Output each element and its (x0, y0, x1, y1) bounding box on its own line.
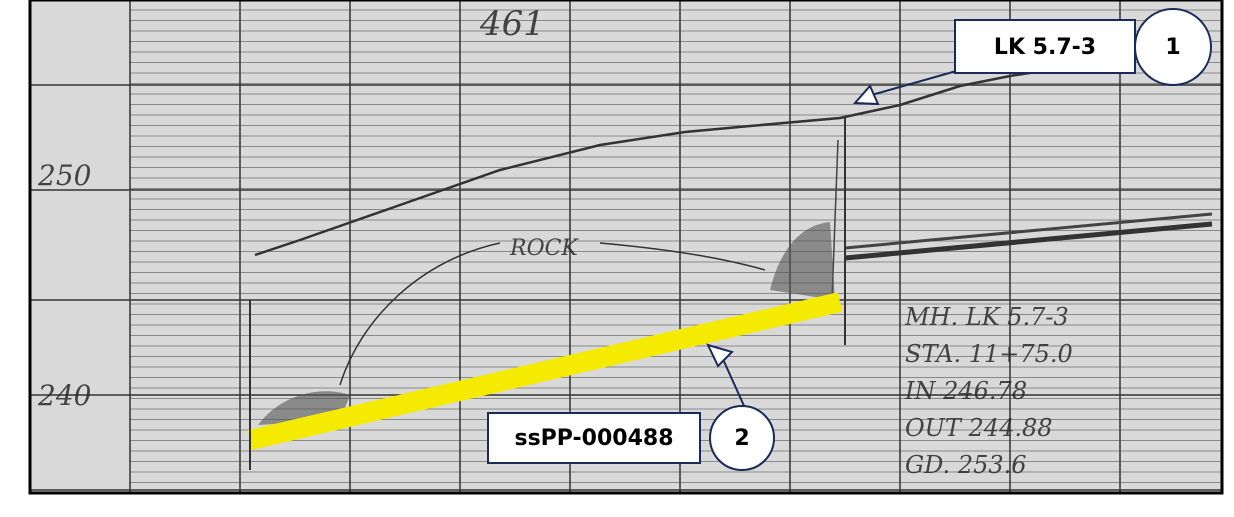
pipe (844, 221, 1213, 261)
arrow (721, 356, 746, 409)
hand-label: 250 (37, 159, 91, 192)
grid (30, 0, 1222, 493)
highlight (247, 292, 843, 450)
callout-number-text: 1 (1165, 35, 1180, 60)
callout-number (1134, 8, 1212, 86)
arrow-head (852, 84, 880, 106)
frame (28, 0, 1224, 495)
callout-label: ssPP-000488 (514, 426, 673, 451)
hand-label: ROCK (509, 236, 579, 261)
note: IN 246.78 (904, 377, 1027, 405)
callout-label: LK 5.7-3 (994, 35, 1096, 60)
pipe (844, 212, 1213, 250)
arrow-head (706, 343, 734, 368)
note: OUT 244.88 (905, 414, 1053, 442)
hand-label: 240 (37, 379, 91, 412)
hand-label: 461 (479, 4, 545, 44)
rock-hatch (770, 222, 835, 300)
paper (30, 0, 1222, 493)
note: STA. 11+75.0 (905, 340, 1073, 368)
notes: MH. LK 5.7-3 STA. 11+75.0 IN 246.78 OUT 244… (904, 303, 1073, 479)
callout-box (487, 412, 701, 464)
leader (339, 242, 501, 386)
arrow (867, 69, 961, 97)
leader (599, 242, 766, 271)
callout-number-text: 2 (734, 426, 749, 451)
note: GD. 253.6 (905, 451, 1027, 479)
note: MH. LK 5.7-3 (904, 303, 1069, 331)
callout-number (709, 405, 775, 471)
ground-line (254, 50, 1211, 257)
